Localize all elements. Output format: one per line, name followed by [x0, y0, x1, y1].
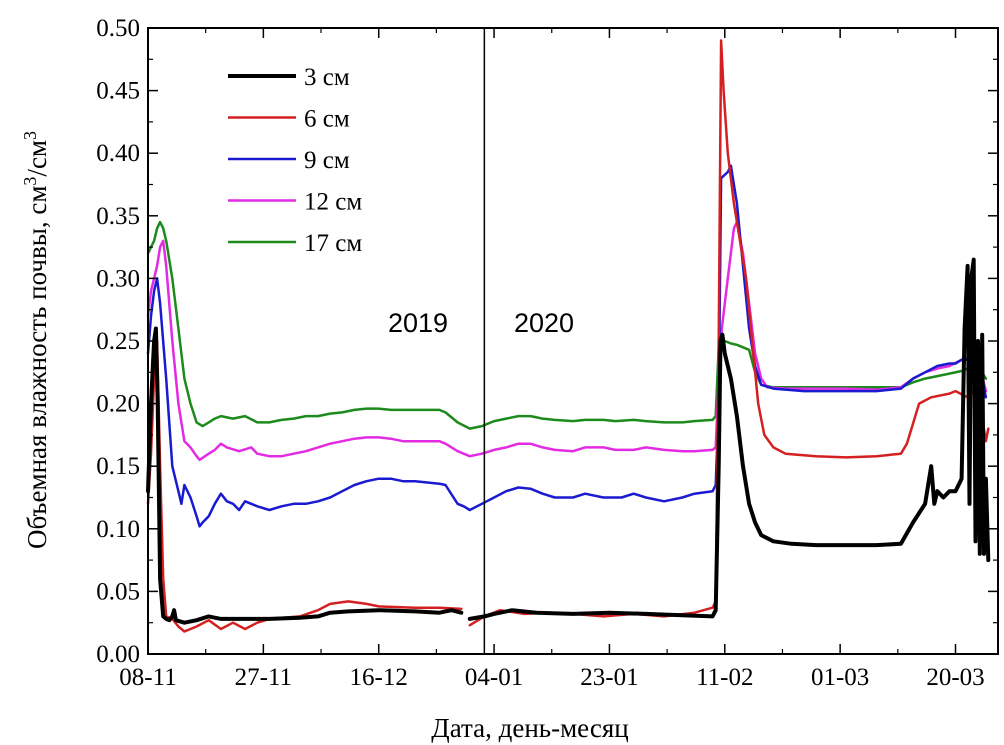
y-axis-title-sup1: 3 [20, 177, 40, 186]
x-tick-label: 08-11 [119, 664, 176, 691]
y-tick-label: 0.50 [96, 15, 140, 42]
legend-label: 6 см [304, 106, 350, 133]
series-line-3-см [146, 257, 991, 625]
legend: 3 см 6 см 9 см 12 см 17 см [228, 64, 362, 257]
x-tick-label: 23-01 [580, 664, 638, 691]
y-axis-title: Объемная влажность почвы, см3/см3 [20, 131, 52, 549]
annotation-2019: 2019 [388, 308, 448, 338]
legend-label: 3 см [304, 64, 350, 91]
y-tick-label: 0.20 [96, 391, 140, 418]
y-tick-label: 0.30 [96, 265, 140, 292]
y-tick-label: 0.40 [96, 140, 140, 167]
series-line-12-см [146, 220, 988, 462]
y-tick-label: 0.45 [96, 78, 140, 105]
y-axis-title-main: Объемная влажность почвы, см [22, 186, 52, 549]
plot-frame [147, 27, 999, 655]
x-tick-label: 11-02 [696, 664, 753, 691]
x-tick-label: 01-03 [811, 664, 869, 691]
y-tick-label: 0.05 [96, 578, 140, 605]
y-tick-label: 0.15 [96, 453, 140, 480]
legend-label: 9 см [304, 147, 350, 174]
x-axis-title: Дата, день-месяц [431, 713, 628, 743]
y-axis-title-mid: /см [22, 140, 52, 177]
y-tick-label: 0.10 [96, 516, 140, 543]
legend-label: 12 см [304, 189, 362, 216]
y-axis-title-sup2: 3 [20, 131, 40, 140]
x-tick-label: 04-01 [465, 664, 523, 691]
series-line-9-см [146, 164, 988, 528]
series-group [146, 39, 991, 633]
x-tick-label: 20-03 [926, 664, 984, 691]
y-tick-label: 0.35 [96, 203, 140, 230]
y-tick-label: 0.00 [96, 641, 140, 668]
x-tick-label: 27-11 [235, 664, 292, 691]
tick-labels: 0.00 0.05 0.10 0.15 0.20 0.25 0.30 0.35 0.40 0.45… [96, 15, 984, 691]
annotation-2020: 2020 [514, 308, 574, 338]
legend-label: 17 см [304, 230, 362, 257]
axis-ticks [147, 27, 998, 655]
x-tick-label: 16-12 [350, 664, 408, 691]
y-tick-label: 0.25 [96, 328, 140, 355]
